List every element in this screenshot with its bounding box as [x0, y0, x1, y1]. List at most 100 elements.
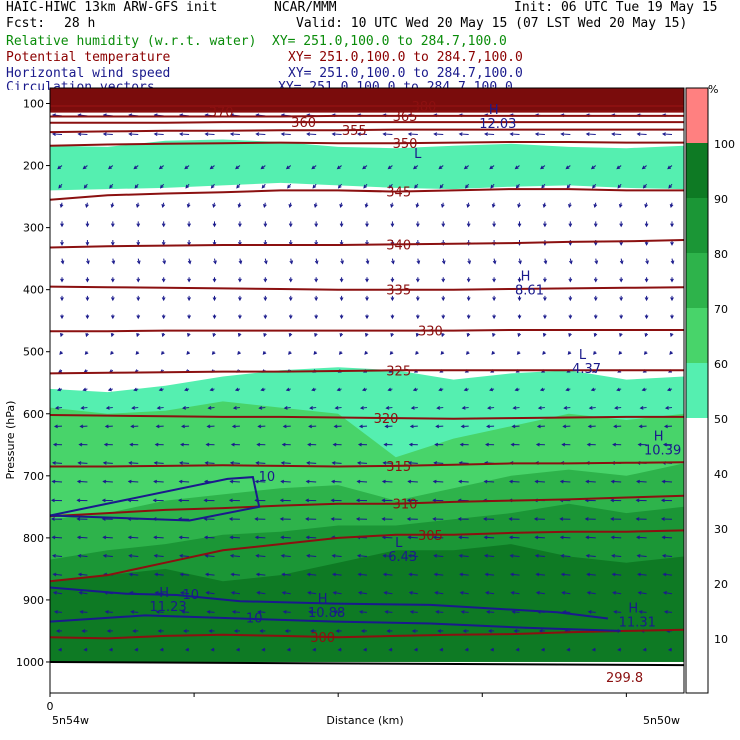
wind-vector-head: [538, 629, 543, 633]
wind-vector-head: [513, 629, 518, 633]
wind-vector-head: [207, 406, 212, 410]
y-tick-label: 600: [23, 408, 44, 421]
wind-vector-head: [390, 278, 395, 283]
wind-vector-head: [586, 572, 591, 577]
wind-vector-head: [235, 647, 240, 652]
wind-vector-head: [612, 591, 617, 595]
wind-vector-head: [314, 260, 319, 265]
wind-vector: [535, 133, 545, 136]
wind-vector-head: [385, 406, 390, 410]
org-label: NCAR/MMM: [274, 0, 337, 15]
wind-vector-head: [77, 572, 82, 577]
wind-vector-head: [76, 517, 81, 521]
wind-vector-head: [487, 406, 492, 410]
wind-vector-head: [339, 297, 344, 302]
wind-vector-head: [670, 278, 674, 283]
wind-vector-head: [161, 203, 166, 209]
wind-vector: [459, 133, 469, 136]
theta-contour-label: 340: [386, 238, 411, 253]
wind-vector-head: [645, 260, 649, 265]
wind-vector-head: [128, 572, 133, 577]
wind-vector-head: [364, 333, 369, 338]
wind-vector-head: [306, 572, 311, 577]
wind-vector-head: [436, 406, 441, 410]
wind-vector-head: [180, 442, 184, 447]
wind-vector: [509, 480, 520, 483]
wind-vector-head: [593, 241, 598, 246]
wind-vector-head: [390, 297, 395, 302]
wind-vector-head: [255, 553, 260, 558]
wind-vector-head: [154, 572, 159, 577]
wind-vector-head: [641, 165, 646, 170]
wind-vector-head: [670, 260, 675, 265]
wind-vector: [434, 462, 444, 464]
wind-vector-head: [662, 591, 667, 595]
wind-vector-head: [238, 315, 242, 320]
wind-vector-head: [161, 315, 166, 320]
wind-vector-head: [263, 297, 268, 302]
wind-vector-head: [130, 424, 135, 429]
colorbar-tick-label: 10: [714, 633, 728, 646]
field-xy-vectors: XY= 251.0,100.0 to 284.7,100.0: [278, 80, 513, 90]
wind-vector: [128, 536, 139, 539]
wind-vector-head: [466, 333, 471, 338]
wind-vector-head: [517, 203, 521, 209]
wind-vector-head: [636, 553, 641, 558]
colorbar-swatch: [686, 88, 708, 143]
wind-vector-head: [483, 479, 488, 484]
wind-vector-head: [382, 132, 387, 136]
wind-vector: [637, 133, 647, 136]
wind-vector: [205, 462, 215, 464]
wind-vector: [662, 555, 673, 557]
wind-vector-head: [459, 591, 464, 595]
wind-vector-head: [492, 315, 496, 320]
wind-vector-head: [586, 591, 591, 595]
wind-vector-head: [85, 241, 90, 246]
wind-vector-head: [209, 387, 214, 392]
wind-vector-head: [281, 591, 286, 595]
wind-vector-head: [458, 553, 463, 558]
wind-vector: [535, 536, 545, 539]
wind-vector-head: [459, 442, 464, 447]
wind-vector-head: [54, 406, 59, 410]
wind-vector: [255, 536, 266, 539]
colorbar-tick-label: 90: [714, 193, 728, 206]
wind-vector-head: [289, 260, 294, 265]
wind-vector-head: [127, 535, 132, 540]
wind-vector-head: [85, 278, 90, 283]
wind-vector-head: [365, 260, 370, 265]
wind-vector-head: [406, 498, 411, 503]
wind-speed-contour-label: 10: [246, 612, 263, 627]
wind-vector-head: [637, 572, 642, 577]
wind-vector-head: [661, 535, 666, 540]
wind-vector: [306, 536, 317, 539]
wind-vector: [180, 462, 190, 464]
extremum-marker: L: [579, 348, 587, 363]
wind-vector-head: [60, 241, 64, 246]
wind-vector: [256, 462, 266, 464]
wind-vector-head: [643, 351, 648, 355]
wind-vector-head: [508, 479, 513, 484]
colorbar-tick-label: 100: [714, 138, 735, 151]
wind-vector-head: [440, 203, 445, 209]
wind-vector: [561, 573, 571, 576]
wind-vector-head: [283, 406, 288, 410]
wind-vector-head: [52, 442, 57, 447]
wind-vector: [207, 611, 215, 613]
x-left-label: 5n54w: [52, 714, 89, 727]
wind-vector: [103, 555, 113, 557]
wind-vector-head: [230, 572, 235, 577]
wind-vector-head: [311, 387, 316, 392]
wind-vector: [461, 611, 469, 613]
wind-vector-head: [433, 132, 438, 136]
wind-vector-head: [305, 479, 310, 484]
wind-vector-head: [110, 351, 114, 355]
wind-vector-head: [462, 629, 467, 633]
wind-vector-head: [128, 553, 133, 558]
wind-vector-head: [460, 424, 465, 429]
wind-vector-head: [408, 591, 413, 595]
wind-vector-head: [57, 165, 62, 170]
wind-vector-head: [593, 297, 598, 302]
wind-vector-head: [619, 333, 623, 338]
wind-vector-head: [231, 424, 236, 429]
